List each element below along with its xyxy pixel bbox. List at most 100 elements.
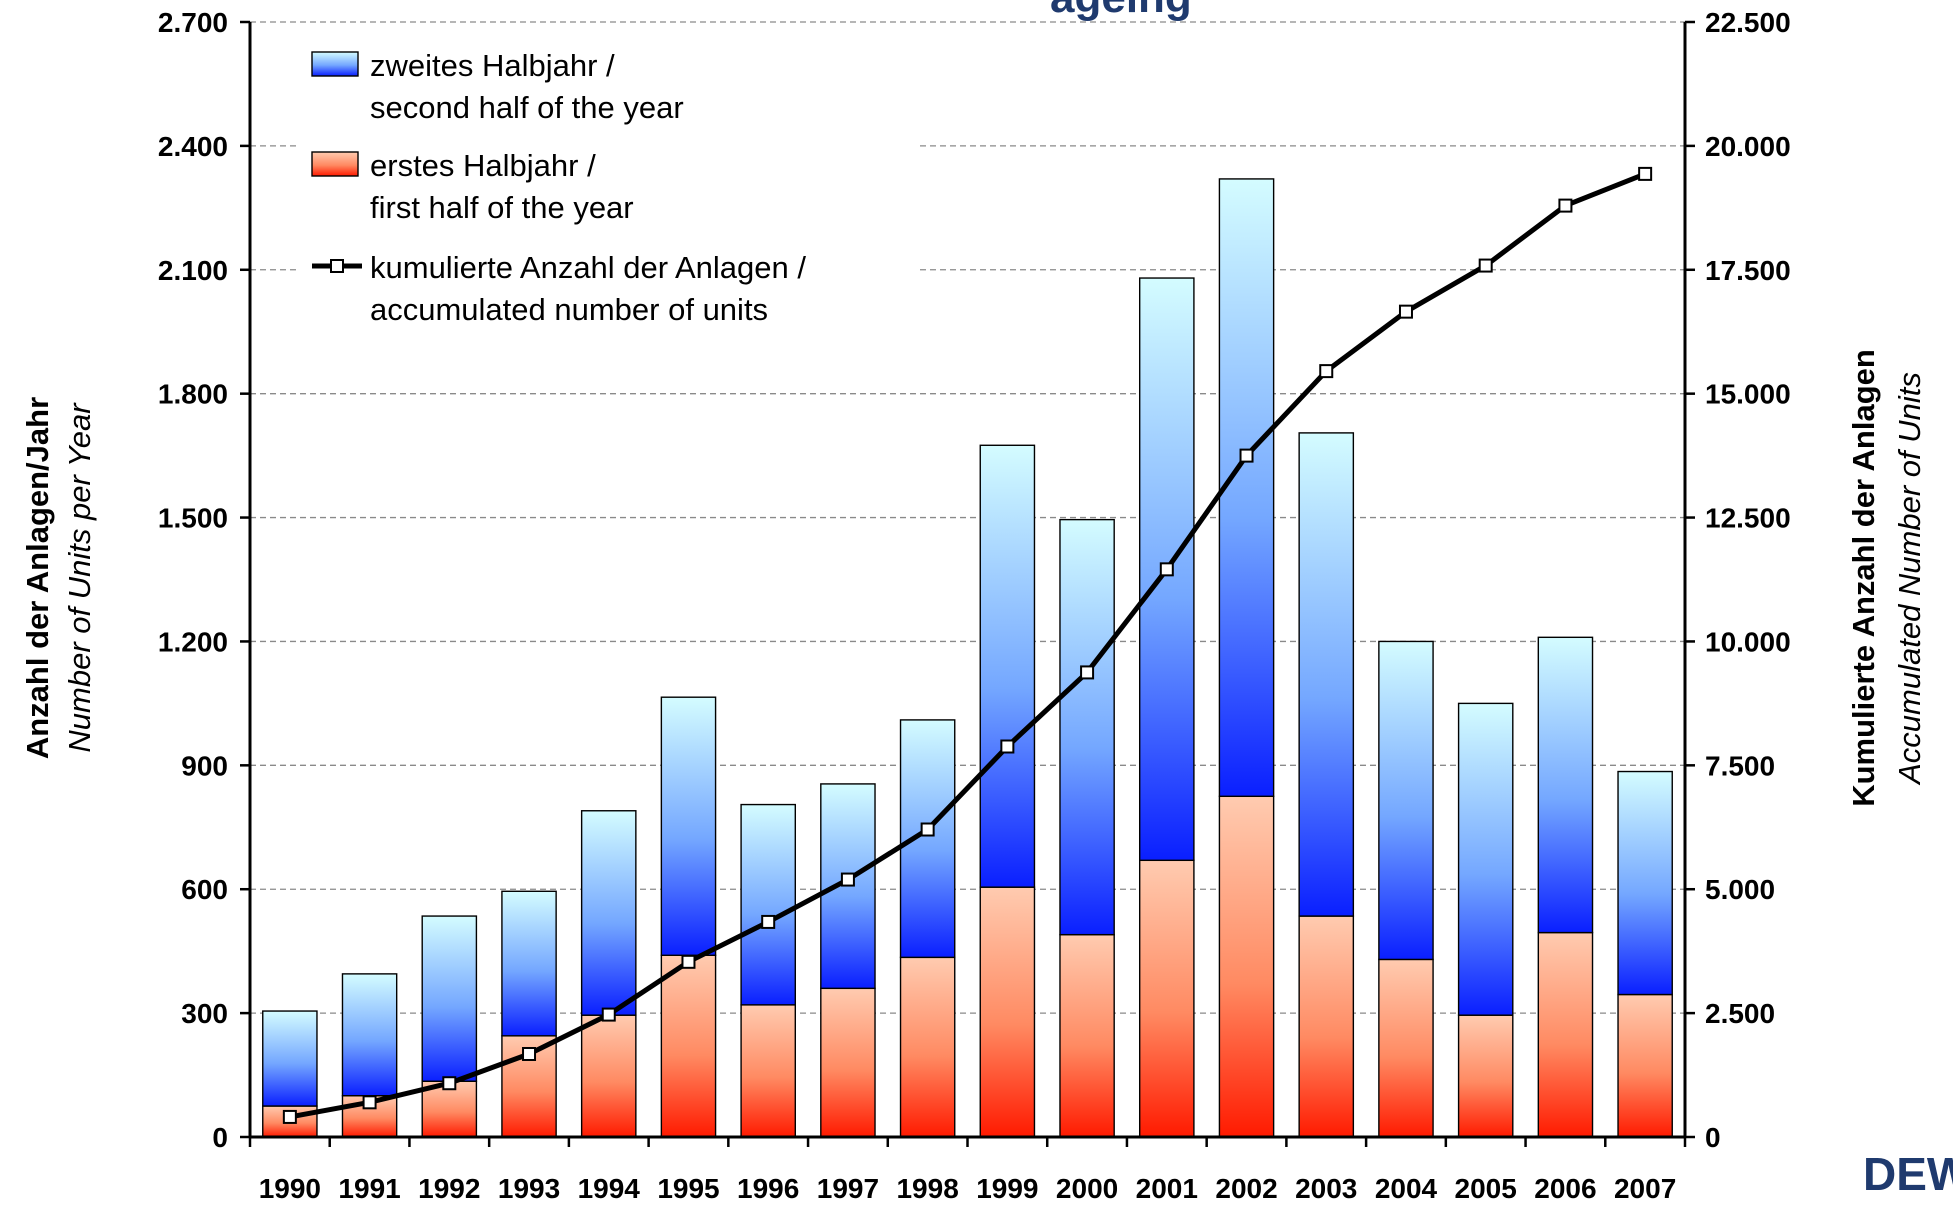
bars-layer	[262, 178, 1673, 1138]
x-tick-label: 1990	[259, 1173, 321, 1204]
x-tick-label: 2003	[1295, 1173, 1357, 1204]
y-left-tick-label: 1.800	[158, 379, 228, 410]
bar-second-half	[1537, 636, 1594, 934]
bar-second-half	[660, 696, 717, 956]
bar-second-half	[1617, 770, 1673, 996]
bar-first-half	[1617, 993, 1673, 1138]
legend-swatch-first-half	[311, 151, 359, 177]
y-left-tick-label: 1.500	[158, 503, 228, 534]
bar-second-half	[1059, 518, 1115, 936]
bar-first-half	[899, 956, 956, 1138]
bar-first-half	[1059, 933, 1115, 1138]
bar-first-half	[820, 987, 876, 1138]
y-right-tick-label: 15.000	[1705, 379, 1791, 410]
cumulative-point	[282, 1109, 297, 1124]
x-tick-label: 1993	[498, 1173, 560, 1204]
cumulative-point	[1239, 448, 1254, 463]
cumulative-point	[1638, 166, 1653, 181]
x-tick-label: 1997	[817, 1173, 879, 1204]
y-left-tick-label: 600	[181, 874, 228, 905]
bar-second-half	[979, 444, 1036, 888]
cumulative-point	[681, 954, 696, 969]
y-left-axis-subtitle: Number of Units per Year	[62, 402, 97, 753]
x-tick-label: 1992	[418, 1173, 480, 1204]
x-tick-label: 2002	[1215, 1173, 1277, 1204]
y-right-tick-label: 0	[1705, 1122, 1721, 1153]
bar-second-half	[421, 915, 478, 1082]
legend-label-line1: kumulierte Anzahl der Anlagen /	[370, 250, 806, 285]
bar-second-half	[262, 1010, 318, 1107]
legend-swatch-marker	[330, 259, 344, 273]
legend-background	[300, 30, 920, 330]
legend-label-line1: zweites Halbjahr /	[370, 48, 615, 83]
x-tick-label: 2007	[1614, 1173, 1676, 1204]
y-right-tick-label: 10.000	[1705, 626, 1791, 657]
cumulative-point	[1080, 665, 1095, 680]
cumulative-point	[1319, 364, 1334, 379]
y-left-tick-label: 2.400	[158, 131, 228, 162]
bar-first-half	[740, 1004, 796, 1138]
cumulative-line-layer	[282, 166, 1653, 1124]
cumulative-point	[840, 872, 855, 887]
bar-first-half	[1218, 795, 1275, 1138]
legend-label-line2: accumulated number of units	[370, 292, 768, 327]
bar-second-half	[1298, 432, 1355, 917]
x-tick-label: 2000	[1056, 1173, 1118, 1204]
cumulative-point	[522, 1046, 537, 1061]
legend-label-line1: erstes Halbjahr /	[370, 148, 596, 183]
y-left-tick-label: 2.100	[158, 255, 228, 286]
y-right-axis-title: Kumulierte Anzahl der Anlagen	[1846, 349, 1881, 807]
x-tick-label: 2005	[1455, 1173, 1517, 1204]
y-left-tick-label: 1.200	[158, 626, 228, 657]
y-left-tick-label: 300	[181, 998, 228, 1029]
bar-first-half	[1138, 859, 1195, 1138]
x-tick-label: 2004	[1375, 1173, 1438, 1204]
bar-second-half	[1457, 702, 1514, 1016]
legend-swatch-second-half	[311, 51, 359, 77]
x-tick-label: 1999	[976, 1173, 1038, 1204]
y-left-tick-label: 0	[212, 1122, 228, 1153]
x-tick-label: 1995	[657, 1173, 719, 1204]
cumulative-line	[289, 171, 1647, 1120]
bar-first-half	[1457, 1014, 1514, 1138]
x-tick-label: 1996	[737, 1173, 799, 1204]
legend-label-line2: second half of the year	[370, 90, 684, 125]
bar-second-half	[1218, 178, 1275, 798]
y-right-tick-label: 17.500	[1705, 255, 1791, 286]
bar-first-half	[580, 1014, 637, 1138]
cumulative-point	[1558, 198, 1573, 213]
legend: zweites Halbjahr / second half of the yea…	[300, 30, 920, 330]
y-right-tick-label: 20.000	[1705, 131, 1791, 162]
gridlines	[250, 21, 1685, 1014]
y-left-tick-label: 900	[181, 750, 228, 781]
bar-second-half	[501, 890, 557, 1037]
x-tick-label: 1998	[896, 1173, 958, 1204]
y-right-tick-label: 12.500	[1705, 503, 1791, 534]
y-right-tick-label: 7.500	[1705, 750, 1775, 781]
bar-second-half	[740, 803, 796, 1006]
bar-first-half	[1537, 931, 1594, 1138]
cumulative-point	[442, 1076, 457, 1091]
bar-second-half	[341, 973, 398, 1097]
bar-first-half	[1298, 915, 1355, 1138]
y-left-tick-label: 2.700	[158, 7, 228, 38]
bar-first-half	[979, 886, 1036, 1138]
cumulative-point	[1000, 739, 1015, 754]
axes-layer: 0 300 600 900 1.200 1.500 1.800 2.100 2.400 2.700…	[158, 7, 1791, 1204]
cumulative-point	[601, 1007, 616, 1022]
cumulative-point	[362, 1095, 377, 1110]
x-tick-label: 2001	[1136, 1173, 1198, 1204]
cumulative-point	[920, 822, 935, 837]
y-right-tick-label: 5.000	[1705, 874, 1775, 905]
bar-second-half	[1378, 640, 1434, 961]
bar-second-half	[580, 810, 637, 1016]
y-right-axis-subtitle: Accumulated Number of Units	[1892, 372, 1927, 786]
x-tick-label: 1991	[338, 1173, 400, 1204]
legend-label-line2: first half of the year	[370, 190, 634, 225]
cumulative-point	[1159, 562, 1174, 577]
cumulative-point	[1478, 258, 1493, 273]
bar-first-half	[1378, 958, 1434, 1138]
bar-first-half	[660, 954, 717, 1138]
chart-title-fragment: ageing	[1050, 0, 1192, 22]
